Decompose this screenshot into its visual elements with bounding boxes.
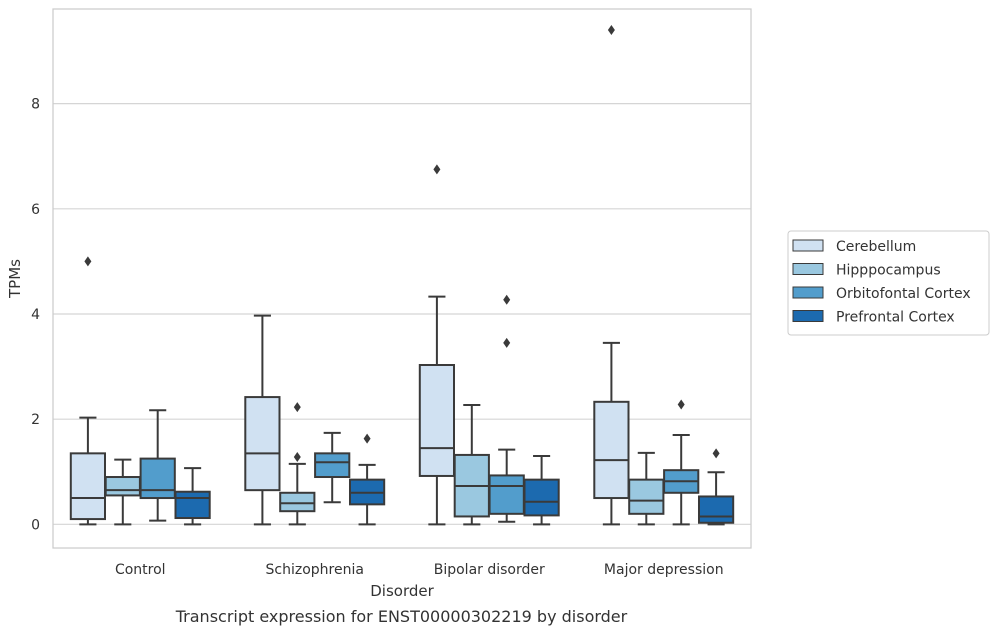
outlier-point	[293, 402, 301, 413]
x-axis-label: Disorder	[370, 582, 434, 600]
box-group	[697, 448, 735, 526]
legend-label: Orbitofontal Cortex	[836, 286, 971, 302]
legend-item: Orbitofontal Cortex	[792, 286, 971, 302]
outlier-point	[433, 164, 441, 175]
y-axis-ticks: 0 2 4 6 8	[31, 97, 40, 534]
box-group	[314, 431, 351, 504]
chart-caption: Transcript expression for ENST0000030221…	[175, 607, 628, 626]
outlier-point	[503, 337, 511, 348]
x-tick-label: Major depression	[604, 562, 724, 578]
plot-area-frame	[52, 8, 752, 549]
outlier-point	[84, 256, 92, 267]
legend-swatch	[792, 310, 824, 322]
legend-swatch	[792, 263, 824, 275]
box-group	[104, 458, 141, 526]
box	[69, 452, 107, 521]
y-axis-label: TPMs	[6, 259, 24, 299]
outlier-point	[363, 433, 371, 444]
x-tick-label: Bipolar disorder	[434, 562, 545, 578]
box-group	[523, 454, 560, 526]
legend-item: Cerebellum	[792, 239, 916, 255]
box	[697, 495, 735, 524]
box-group	[174, 467, 211, 526]
box	[593, 400, 630, 500]
box-group	[139, 409, 176, 522]
box	[139, 457, 176, 500]
box	[279, 491, 316, 513]
x-tick-label: Schizophrenia	[266, 562, 364, 578]
x-tick-label: Control	[115, 562, 166, 578]
box-group	[69, 256, 107, 526]
y-tick-label: 2	[31, 412, 40, 428]
box	[628, 478, 665, 515]
y-tick-label: 0	[31, 517, 40, 533]
box	[488, 474, 525, 515]
legend-label: Cerebellum	[836, 239, 916, 255]
box-group	[418, 164, 456, 526]
box-group	[453, 403, 490, 526]
legend-swatch	[792, 286, 824, 299]
y-tick-label: 8	[31, 97, 40, 113]
outlier-point	[607, 25, 615, 36]
box-group	[244, 314, 281, 526]
legend-label: Hipppocampus	[836, 263, 941, 279]
legend: Cerebellum Hipppocampus Orbitofontal Corte…	[787, 230, 990, 336]
box-group	[488, 294, 525, 523]
box	[104, 476, 141, 497]
outlier-point	[677, 399, 685, 410]
legend-swatch	[792, 239, 824, 252]
boxes	[69, 25, 735, 526]
box-group	[628, 451, 665, 526]
box-group	[593, 25, 630, 526]
box	[523, 478, 560, 517]
legend-item: Prefrontal Cortex	[792, 310, 955, 326]
box	[244, 396, 281, 492]
x-axis-ticks: Control Schizophrenia Bipolar disorder Majo…	[115, 562, 724, 578]
outlier-point	[293, 452, 301, 463]
box-group	[348, 433, 386, 526]
y-tick-label: 6	[31, 202, 40, 218]
y-tick-label: 4	[31, 307, 40, 323]
box	[418, 364, 456, 477]
box	[174, 490, 211, 520]
legend-item: Hipppocampus	[792, 263, 941, 279]
gridlines	[53, 103, 751, 525]
box	[314, 452, 351, 479]
legend-label: Prefrontal Cortex	[836, 310, 955, 326]
box-group	[279, 402, 316, 526]
outlier-point	[712, 448, 720, 459]
legend-frame	[787, 230, 990, 336]
outlier-point	[503, 294, 511, 305]
box-group	[663, 399, 700, 526]
